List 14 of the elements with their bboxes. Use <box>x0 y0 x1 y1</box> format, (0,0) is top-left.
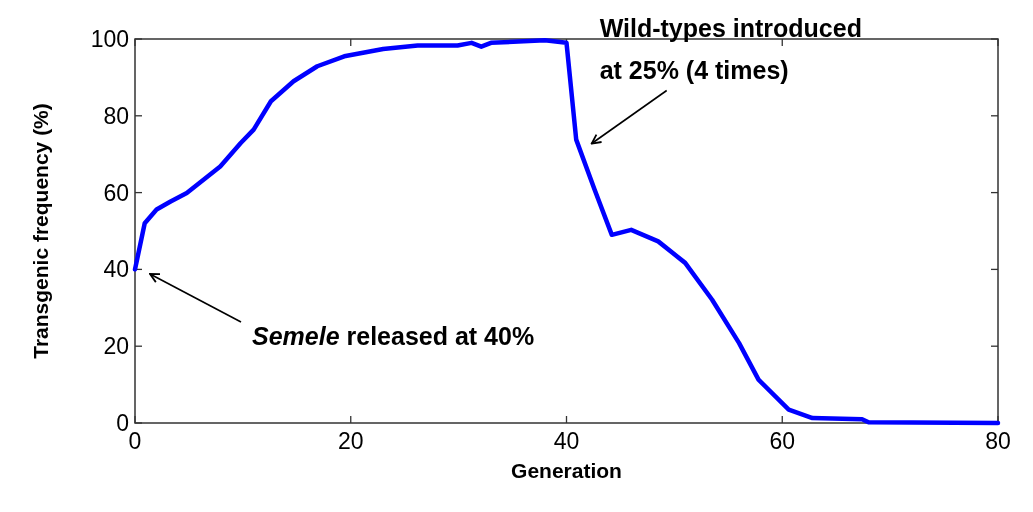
x-axis-title: Generation <box>511 459 622 482</box>
x-tick-label: 20 <box>337 428 364 454</box>
y-tick-label: 20 <box>103 333 129 360</box>
y-axis-title: Transgenic frequency (%) <box>29 103 52 359</box>
annotation: Semele released at 40% <box>252 322 535 350</box>
y-tick-label: 100 <box>90 26 129 52</box>
x-tick-label: 60 <box>769 428 796 454</box>
annotation: Wild-types introduced at 25% (4 times) <box>599 13 862 84</box>
y-tick-label: 40 <box>103 256 129 283</box>
x-tick-label: 80 <box>985 428 1011 454</box>
y-tick-label: 60 <box>103 179 129 206</box>
y-tick-label: 80 <box>103 102 129 129</box>
y-tick-label: 0 <box>116 410 129 436</box>
x-tick-label: 40 <box>553 428 580 454</box>
